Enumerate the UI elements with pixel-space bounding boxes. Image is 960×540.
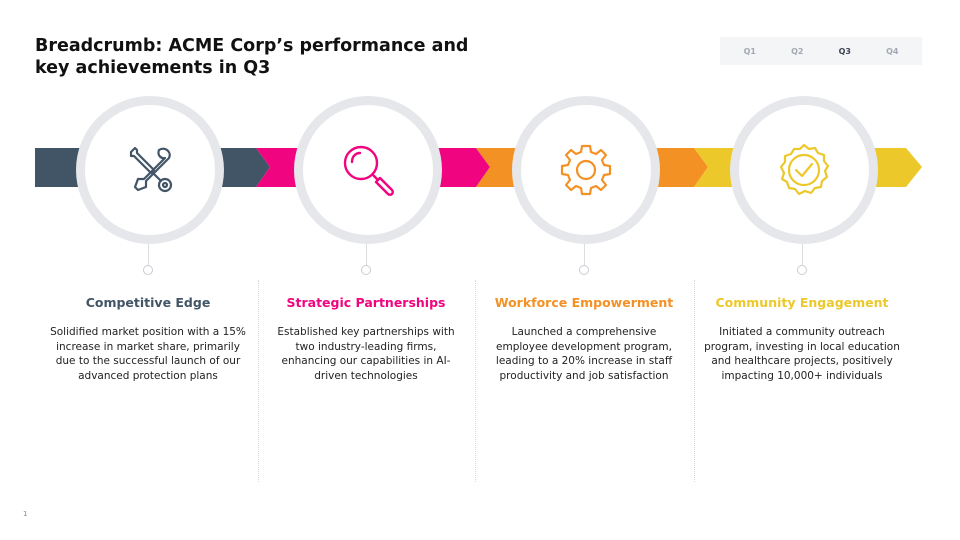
quarter-tab-q3[interactable]: Q3 [838, 46, 851, 56]
step-marker [143, 265, 153, 275]
step-text-workforce-empowerment: Launched a comprehensive employee develo… [495, 326, 673, 382]
gear-icon [560, 144, 612, 196]
step-title-competitive-edge: Competitive Edge [85, 295, 211, 310]
step-text-strategic-partnerships: Established key partnerships with two in… [277, 326, 455, 382]
quarter-tab-q4[interactable]: Q4 [886, 46, 899, 56]
step-circle-workforce-empowerment [512, 96, 660, 244]
step-title-workforce-empowerment: Workforce Empowerment [494, 295, 674, 310]
column-divider [475, 280, 476, 482]
page-title: Breadcrumb: ACME Corp’s performance and … [35, 36, 469, 78]
column-divider [258, 280, 259, 482]
step-title-community-engagement: Community Engagement [715, 295, 889, 310]
wrench-screwdriver-icon [129, 146, 173, 193]
step-circle-strategic-partnerships [294, 96, 442, 244]
quarter-tab-q2[interactable]: Q2 [791, 46, 804, 56]
column-divider [694, 280, 695, 482]
step-text-community-engagement: Initiated a community outreach program, … [704, 326, 900, 382]
quarter-nav: Q1 Q2 Q3 Q4 [720, 37, 922, 65]
step-circle-community-engagement [730, 96, 878, 244]
page-number: 1 [23, 510, 28, 518]
quarter-tab-q1[interactable]: Q1 [743, 46, 756, 56]
step-marker [579, 265, 589, 275]
step-title-strategic-partnerships: Strategic Partnerships [286, 295, 446, 310]
step-marker [797, 265, 807, 275]
step-circle-competitive-edge [76, 96, 224, 244]
step-marker [361, 265, 371, 275]
check-badge-icon [779, 143, 830, 196]
step-text-competitive-edge: Solidified market position with a 15% in… [50, 326, 246, 382]
magnifier-icon [343, 145, 394, 196]
